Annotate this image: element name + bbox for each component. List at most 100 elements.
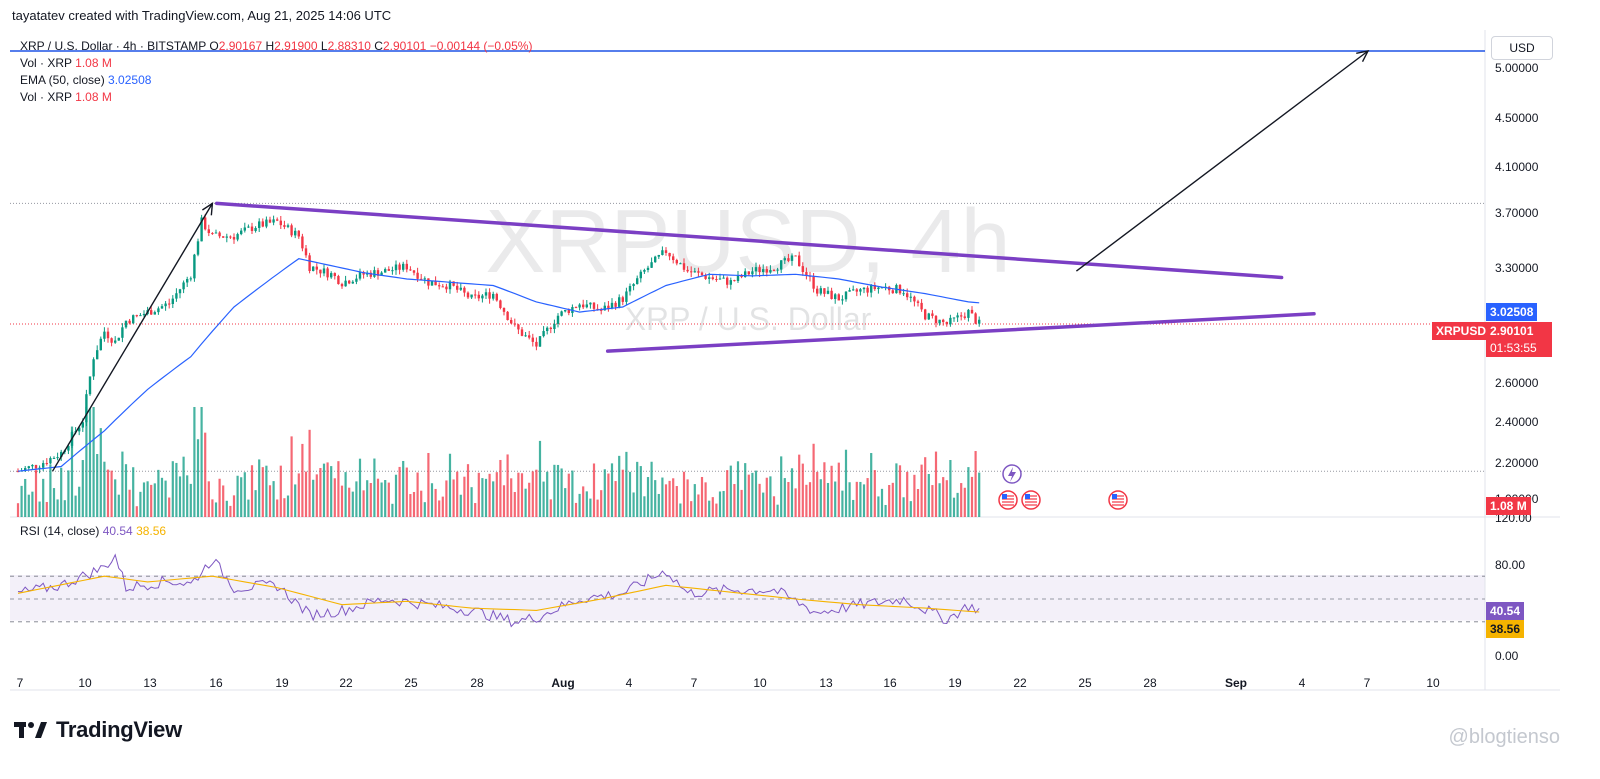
volume-bar (319, 468, 322, 517)
volume-bar (459, 494, 462, 517)
volume-bar (117, 494, 120, 517)
volume-bar (279, 465, 282, 517)
candle-body (49, 458, 52, 464)
volume-bar (272, 481, 275, 517)
volume-bar (254, 490, 257, 517)
volume-bar (762, 492, 765, 517)
candle-body (434, 281, 437, 286)
candle-body (510, 320, 513, 324)
volume-bar (164, 480, 167, 517)
candle-body (391, 270, 394, 272)
candle-body (574, 307, 578, 309)
candle-body (139, 315, 142, 317)
legend-open: 2.90167 (218, 39, 263, 53)
candle-body (913, 296, 916, 302)
candle-body (938, 319, 941, 324)
volume-bar (124, 464, 128, 517)
time-tick-label: 25 (404, 676, 418, 690)
volume-bar (646, 477, 650, 517)
volume-bar (49, 464, 52, 517)
candle-body (182, 282, 185, 290)
volume-bar (157, 469, 160, 517)
candle-body (153, 312, 156, 315)
candle-body (949, 317, 952, 325)
candle-body (542, 331, 545, 337)
candle-body (474, 294, 477, 296)
candle-body (402, 263, 405, 270)
volume-bar (844, 449, 848, 517)
volume-bar (819, 479, 822, 517)
candle-body (787, 258, 790, 261)
candle-body (409, 269, 412, 271)
volume-bar (290, 436, 293, 517)
volume-bar (474, 503, 477, 517)
candle-body (794, 255, 797, 257)
volume-bar (423, 502, 426, 517)
volume-bar (106, 469, 110, 517)
volume-bar (841, 490, 844, 517)
volume-bar (553, 464, 556, 517)
volume-bar (823, 462, 826, 517)
volume-bar (880, 488, 884, 517)
candle-body (373, 270, 376, 277)
rsi-ma-line (17, 575, 980, 613)
candle-body (553, 323, 556, 330)
candle-body (484, 292, 488, 296)
candle-body (538, 336, 542, 347)
candle-body (506, 311, 509, 321)
volume-bar (852, 499, 855, 517)
candle-body (661, 250, 664, 255)
volume-bar (96, 454, 99, 517)
volume-bar (952, 497, 956, 517)
volume-bar (42, 478, 45, 517)
candle-body (261, 221, 264, 227)
candle-body (704, 275, 707, 279)
volume-bar (283, 498, 286, 517)
volume-bar (754, 470, 758, 517)
candle-body (783, 258, 786, 261)
candle-body (978, 319, 981, 324)
volume-bar (265, 465, 268, 517)
candle-body (657, 254, 660, 257)
candle-body (225, 236, 228, 238)
site-credit: @blogtienso (1448, 726, 1560, 748)
currency-button[interactable]: USD (1491, 36, 1553, 60)
volume-bar (200, 407, 203, 517)
time-tick-label: 28 (1143, 676, 1157, 690)
volume-bar (571, 470, 574, 517)
volume-bar (711, 497, 714, 517)
trendline-lower (605, 312, 1316, 353)
volume-bar (358, 458, 362, 517)
volume-bar (783, 478, 786, 517)
candle-body (211, 233, 214, 235)
candle-body (679, 263, 682, 265)
time-tick-label: 10 (1426, 676, 1440, 690)
candle-body (524, 335, 527, 337)
candle-body (639, 271, 642, 279)
volume-bar (398, 466, 401, 517)
volume-bar (913, 474, 916, 517)
volume-bar (38, 501, 41, 517)
volume-bar (906, 471, 909, 517)
candle-body (200, 217, 203, 242)
volume-bar (153, 483, 156, 517)
legend-high-label: H (265, 39, 275, 53)
candle-body (823, 288, 826, 294)
candle-body (873, 285, 876, 290)
volume-bar (171, 461, 174, 517)
volume-bar (81, 460, 84, 517)
arrow-line (51, 203, 214, 472)
legend-main: XRP / U.S. Dollar · 4h · BITSTAMP O2.901… (20, 39, 532, 54)
candle-body (650, 262, 653, 268)
rsi-line (17, 553, 980, 628)
volume-bar (394, 474, 398, 517)
volume-bar (139, 491, 142, 517)
volume-bar (805, 484, 808, 517)
arrow-head (201, 202, 214, 216)
volume-bar (722, 490, 725, 517)
candle-body (121, 327, 124, 338)
tradingview-brand[interactable]: TradingView (14, 717, 182, 743)
candle-body (963, 316, 966, 318)
candle-body (974, 313, 977, 324)
